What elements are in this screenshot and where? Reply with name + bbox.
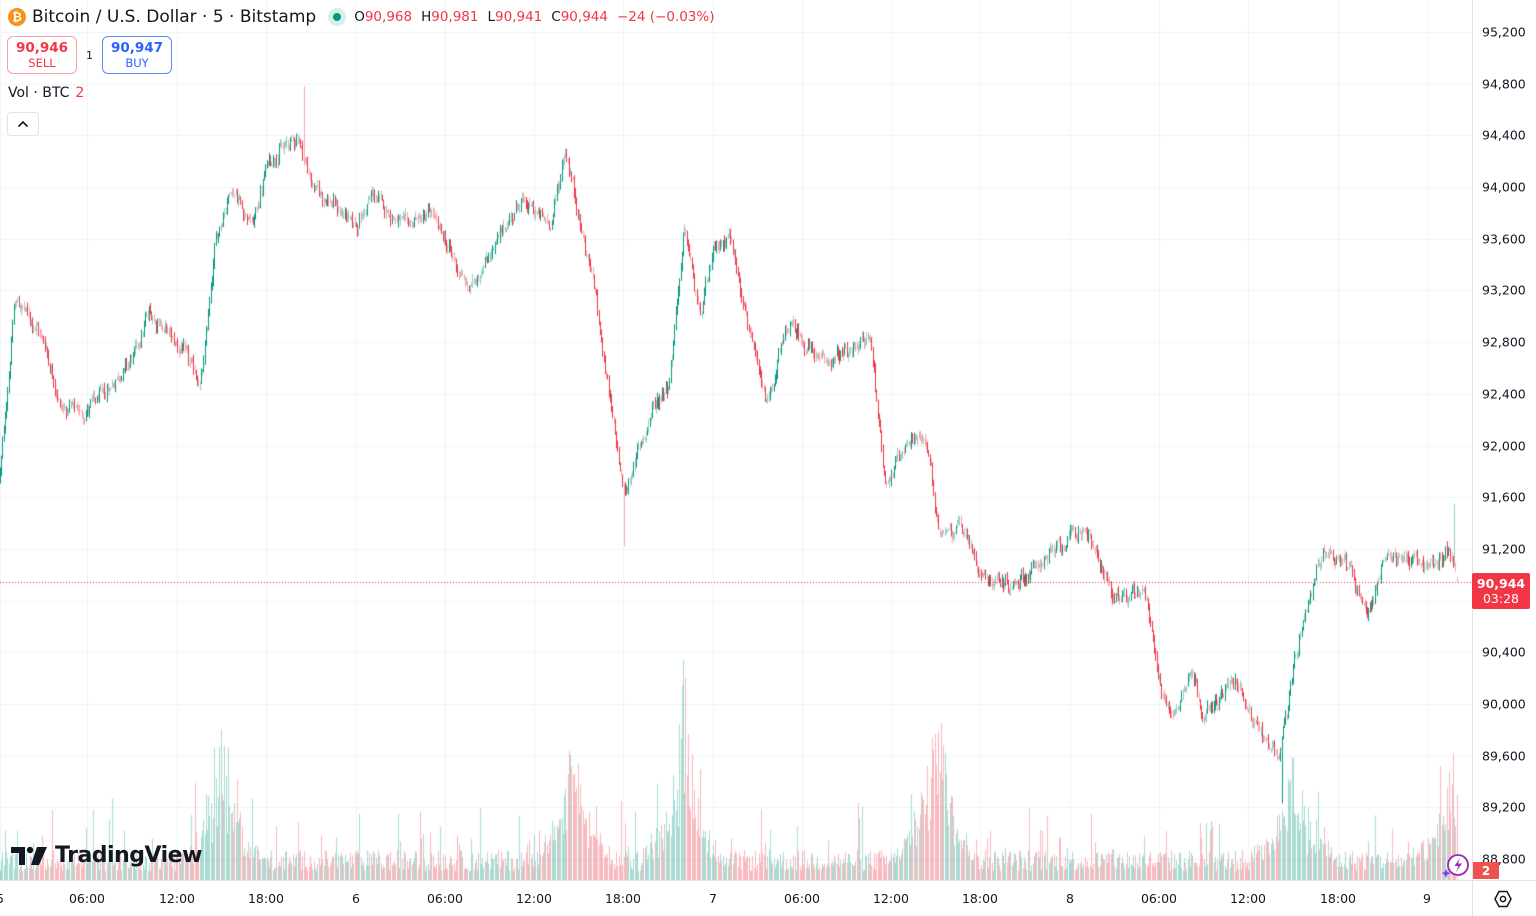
tradingview-watermark[interactable]: TradingView [11, 843, 202, 868]
time-tick-label: 18:00 [1319, 891, 1357, 906]
time-tick-label: 18:00 [961, 891, 999, 906]
bar-countdown: 03:28 [1482, 590, 1520, 606]
collapse-legend-button[interactable] [7, 112, 39, 136]
time-tick-label: 12:00 [1229, 891, 1267, 906]
volume-label: Vol · BTC [8, 85, 70, 101]
price-tick-label: 92,400 [1482, 386, 1526, 402]
high-value: 90,981 [431, 9, 479, 25]
low-value: 90,941 [495, 9, 543, 25]
time-tick-label: 8 [1066, 891, 1074, 906]
alerts-count-badge[interactable]: 2 [1473, 862, 1499, 879]
ai-assistant-icon[interactable] [1440, 851, 1472, 881]
price-tick-label: 95,200 [1482, 24, 1526, 40]
time-axis[interactable]: 5 06:00 12:00 18:00 6 06:00 12:00 18:00 7 06:00 12… [0, 880, 1472, 916]
ohlc-values: O90,968 H90,981 L90,941 C90,944 −24 (−0.… [354, 9, 714, 25]
last-price-value: 90,944 [1476, 575, 1526, 591]
price-axis[interactable]: 95,200 94,800 94,400 94,000 93,600 93,200 92,8… [1472, 0, 1536, 880]
volume-legend[interactable]: Vol · BTC 2 [8, 85, 84, 101]
buy-label: BUY [125, 55, 149, 70]
sell-label: SELL [28, 55, 56, 70]
price-tick-label: 94,000 [1482, 179, 1526, 195]
price-tick-label: 91,600 [1482, 489, 1526, 505]
time-tick-label: 12:00 [158, 891, 196, 906]
price-tick-label: 93,600 [1482, 231, 1526, 247]
price-tick-label: 92,000 [1482, 438, 1526, 453]
price-tick-label: 94,800 [1482, 76, 1526, 92]
symbol-title[interactable]: Bitcoin / U.S. Dollar · 5 · Bitstamp [32, 7, 317, 27]
tradingview-wordmark: TradingView [55, 843, 202, 868]
buy-price: 90,947 [110, 39, 164, 56]
price-tick-label: 89,200 [1482, 799, 1526, 815]
chevron-up-icon [17, 120, 29, 128]
buy-button[interactable]: 90,947 BUY [102, 36, 172, 74]
close-label: C [551, 9, 561, 25]
settings-hexagon-icon[interactable] [1493, 889, 1513, 909]
volume-value: 2 [75, 85, 85, 101]
time-tick-label: 9 [1423, 891, 1431, 906]
open-value: 90,968 [364, 9, 413, 25]
trade-buttons: 90,946 SELL 1 90,947 BUY [7, 36, 172, 74]
time-tick-label: 06:00 [783, 891, 821, 906]
time-tick-label: 06:00 [426, 891, 464, 906]
price-tick-label: 90,400 [1482, 644, 1526, 660]
time-tick-label: 18:00 [247, 891, 285, 906]
close-value: 90,944 [560, 9, 608, 25]
sell-button[interactable]: 90,946 SELL [7, 36, 77, 74]
time-tick-label: 7 [709, 891, 717, 906]
chart-pane[interactable] [0, 0, 1472, 880]
market-open-status-icon[interactable] [328, 8, 347, 26]
price-tick-label: 90,000 [1482, 696, 1526, 712]
price-change: −24 (−0.03%) [616, 9, 715, 25]
time-tick-label: 5 [0, 891, 4, 906]
time-tick-label: 12:00 [515, 891, 553, 906]
price-tick-label: 92,800 [1482, 334, 1526, 350]
time-tick-label: 12:00 [872, 891, 910, 906]
bitcoin-logo-icon: ₿ [8, 8, 26, 26]
last-price-label: 90,944 03:28 [1472, 572, 1530, 609]
high-label: H [421, 9, 432, 25]
time-tick-label: 6 [352, 891, 360, 906]
candlestick-canvas[interactable] [0, 0, 1472, 880]
low-label: L [487, 9, 496, 25]
time-tick-label: 06:00 [1140, 891, 1178, 906]
price-tick-label: 93,200 [1482, 282, 1526, 298]
price-tick-label: 94,400 [1482, 127, 1526, 143]
price-tick-label: 91,200 [1482, 541, 1526, 557]
open-label: O [354, 9, 365, 25]
tradingview-logo-icon [11, 846, 47, 865]
axis-corner [1472, 880, 1536, 916]
spread-value: 1 [86, 48, 93, 62]
time-tick-label: 18:00 [604, 891, 642, 906]
time-tick-label: 06:00 [68, 891, 106, 906]
price-tick-label: 89,600 [1482, 748, 1526, 764]
sell-price: 90,946 [15, 39, 69, 56]
symbol-legend: ₿ Bitcoin / U.S. Dollar · 5 · Bitstamp O… [8, 6, 714, 28]
